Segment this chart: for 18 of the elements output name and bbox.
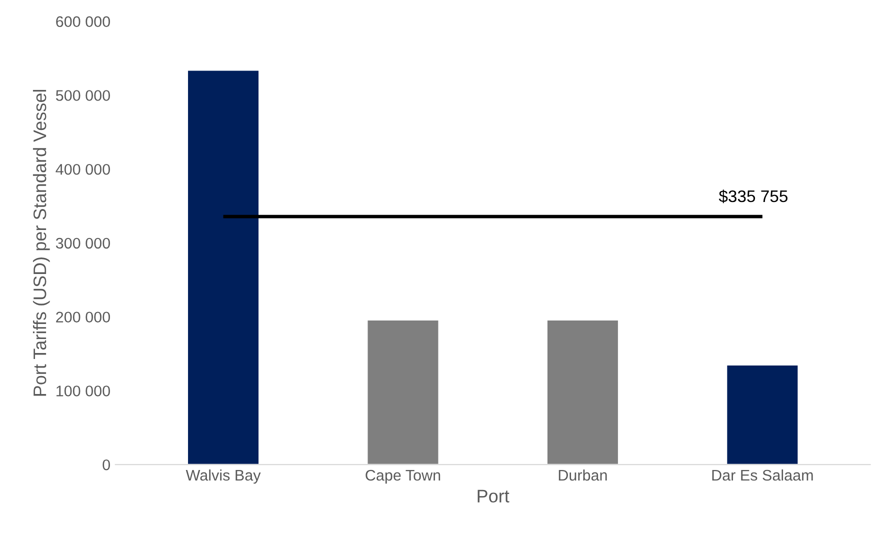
x-axis-title: Port [478, 490, 510, 502]
y-axis-title: Port Tariffs (USD) per Standard Vessel [32, 90, 50, 396]
x-tick-label: Durban [558, 469, 607, 481]
y-tick-label: 300 000 [56, 238, 110, 249]
y-tick-label: 0 [102, 459, 110, 470]
bar [546, 319, 620, 465]
y-tick-label: 500 000 [56, 90, 110, 101]
y-tick-label: 400 000 [56, 164, 110, 175]
bar [366, 319, 440, 465]
bar [186, 69, 260, 465]
ref-line-label: $335 755 [718, 190, 788, 204]
x-tick-label: Cape Town [366, 470, 440, 484]
bar [726, 364, 800, 465]
x-tick-label: Dar Es Salaam [712, 469, 813, 481]
x-tick-label: Walvis Bay [186, 469, 261, 484]
y-tick-label: 200 000 [56, 312, 110, 323]
y-tick-label: 600 000 [56, 16, 110, 28]
y-tick-label: 100 000 [56, 386, 110, 396]
